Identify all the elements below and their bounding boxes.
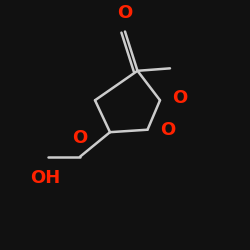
Text: O: O <box>172 89 188 107</box>
Text: O: O <box>160 121 175 139</box>
Text: O: O <box>118 4 132 22</box>
Text: O: O <box>72 129 88 147</box>
Text: OH: OH <box>30 169 60 187</box>
